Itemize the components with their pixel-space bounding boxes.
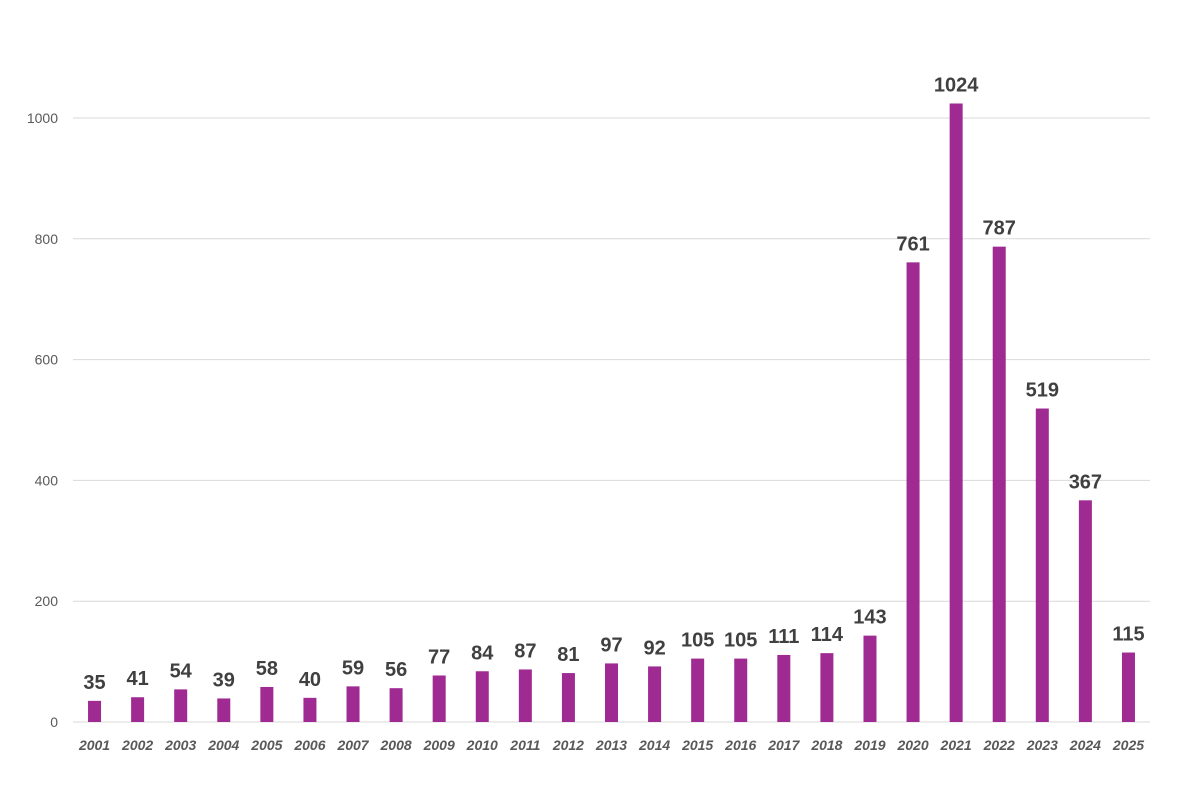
data-label: 39 (213, 669, 235, 691)
x-tick-label: 2021 (940, 737, 972, 753)
bar (820, 653, 834, 722)
data-label: 87 (514, 640, 536, 662)
bar (217, 698, 231, 722)
data-label: 54 (170, 660, 193, 682)
x-tick-label: 2001 (78, 737, 110, 753)
bar (131, 697, 145, 722)
data-label: 56 (385, 659, 407, 681)
data-label: 41 (126, 668, 148, 690)
data-label: 115 (1112, 624, 1144, 646)
bar (518, 669, 532, 722)
bar (992, 246, 1006, 723)
y-tick-label: 600 (35, 352, 59, 368)
data-label: 114 (811, 624, 844, 646)
bar (88, 700, 102, 722)
bar (648, 666, 662, 722)
x-tick-label: 2014 (638, 737, 670, 753)
bar (475, 671, 489, 722)
x-tick-label: 2005 (250, 737, 282, 753)
y-tick-label: 400 (35, 472, 59, 488)
x-tick-label: 2010 (466, 737, 498, 753)
x-tick-label: 2009 (423, 737, 455, 753)
data-label: 787 (983, 218, 1016, 240)
data-label: 111 (768, 626, 799, 648)
x-tick-label: 2025 (1112, 737, 1144, 753)
data-label: 81 (557, 644, 579, 666)
x-tick-label: 2022 (983, 737, 1015, 753)
bar (777, 654, 791, 722)
data-label: 367 (1069, 471, 1102, 493)
x-tick-label: 2013 (595, 737, 627, 753)
bar (863, 635, 877, 722)
data-label: 143 (853, 607, 886, 629)
bar (949, 103, 963, 722)
data-label: 519 (1026, 380, 1059, 402)
x-tick-label: 2019 (853, 737, 885, 753)
data-label: 105 (724, 630, 757, 652)
bar (605, 663, 618, 722)
y-tick-label: 200 (35, 593, 59, 609)
x-tick-label: 2008 (380, 737, 412, 753)
data-label: 105 (681, 630, 714, 652)
x-tick-label: 2003 (164, 737, 196, 753)
x-tick-label: 2007 (336, 737, 369, 753)
data-label: 77 (428, 646, 450, 668)
bar (691, 658, 705, 722)
x-tick-label: 2015 (681, 737, 713, 753)
data-label: 59 (342, 657, 364, 679)
x-tick-label: 2006 (293, 737, 325, 753)
bar (303, 697, 317, 722)
bar (346, 686, 360, 722)
y-tick-label: 0 (50, 714, 58, 730)
data-label: 84 (471, 642, 494, 664)
data-label: 1024 (934, 75, 979, 97)
data-label: 92 (643, 637, 665, 659)
bar (432, 675, 446, 722)
data-label: 761 (896, 233, 929, 255)
data-label: 35 (83, 672, 105, 694)
x-tick-label: 2017 (767, 737, 800, 753)
bar (389, 688, 403, 722)
y-tick-label: 1000 (27, 110, 58, 126)
bar (1121, 652, 1135, 722)
bar (1078, 500, 1092, 722)
bar (734, 658, 748, 722)
x-tick-label: 2023 (1026, 737, 1058, 753)
bar (174, 689, 188, 722)
x-tick-label: 2011 (509, 737, 540, 753)
x-tick-label: 2020 (896, 737, 928, 753)
x-tick-label: 2012 (552, 737, 584, 753)
bar (260, 686, 274, 722)
data-label: 97 (600, 634, 622, 656)
data-label: 40 (299, 669, 321, 691)
x-tick-label: 2024 (1069, 737, 1101, 753)
x-tick-label: 2004 (207, 737, 239, 753)
bar (561, 673, 575, 722)
x-tick-label: 2018 (810, 737, 842, 753)
bar (1035, 408, 1049, 722)
bar (906, 262, 920, 722)
data-label: 58 (256, 658, 278, 680)
x-tick-label: 2016 (724, 737, 756, 753)
x-tick-label: 2002 (121, 737, 153, 753)
y-tick-label: 800 (35, 231, 59, 247)
